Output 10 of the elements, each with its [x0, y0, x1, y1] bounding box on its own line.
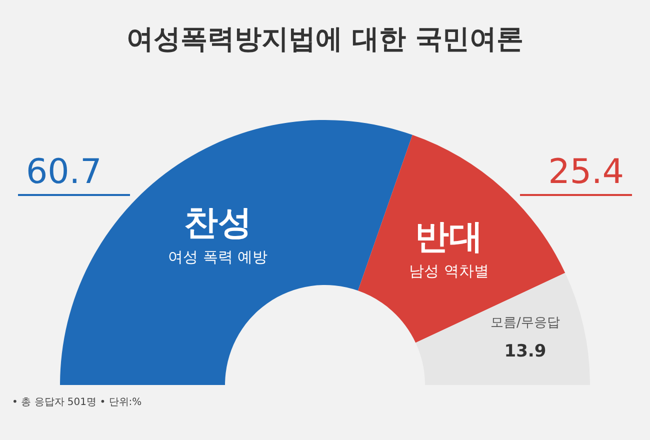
slice-label: 반대: [415, 216, 484, 257]
text: 남성 역차별: [409, 262, 489, 280]
slice-label: 모름/무응답: [490, 316, 560, 331]
text: 여성 폭력 예방: [168, 248, 268, 266]
data-label: 13.9: [504, 342, 546, 362]
slice-label: 찬성: [184, 203, 252, 244]
data-label: 60.7: [26, 152, 102, 192]
chart-title: 여성폭력방지법에 대한 국민여론: [126, 24, 524, 55]
data-label: 25.4: [548, 152, 624, 192]
text: • 총 응답자 501명 • 단위:%: [12, 397, 142, 408]
